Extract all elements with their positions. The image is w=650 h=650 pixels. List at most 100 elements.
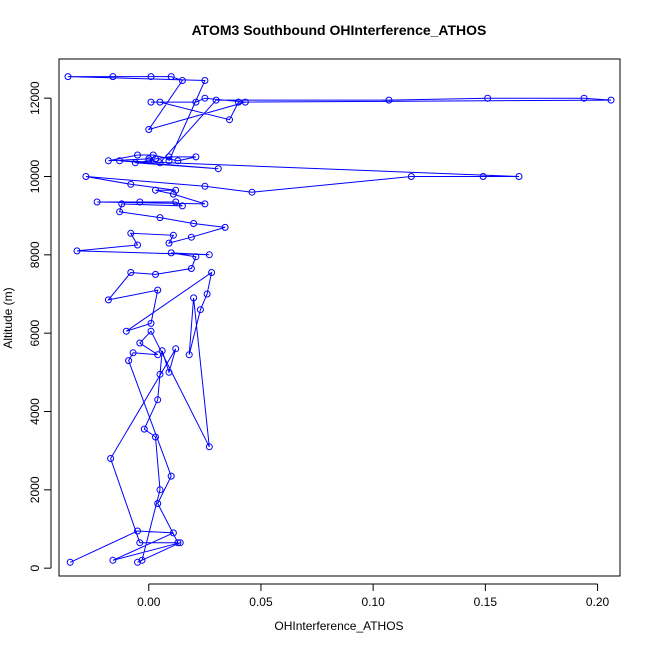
data-point: [152, 433, 159, 441]
data-point: [165, 368, 173, 376]
data-point: [134, 241, 141, 249]
data-point: [154, 351, 162, 359]
data-point: [154, 286, 162, 294]
data-point: [165, 239, 173, 247]
data-point: [152, 270, 159, 278]
data-point: [201, 77, 209, 84]
data-point: [134, 558, 141, 566]
data-point: [178, 202, 186, 210]
data-point: [187, 265, 195, 272]
data-point: [129, 349, 137, 357]
data-point: [104, 157, 112, 165]
data-point: [82, 173, 90, 180]
data-point: [134, 527, 141, 535]
data-point: [169, 231, 177, 239]
data-point: [190, 294, 198, 302]
data-point: [172, 345, 180, 353]
data-point: [73, 247, 81, 255]
data-point: [136, 339, 144, 347]
data-point: [479, 173, 487, 180]
data-point: [174, 157, 182, 165]
data-point: [165, 157, 173, 165]
y-tick-label: 6000: [28, 319, 42, 346]
data-point: [149, 151, 157, 159]
data-point: [147, 73, 155, 81]
data-point: [203, 290, 211, 298]
data-point: [196, 306, 204, 314]
data-point: [407, 173, 415, 180]
data-point: [147, 98, 155, 106]
data-point: [64, 73, 72, 81]
plot-area: [58, 58, 621, 577]
data-point: [93, 198, 101, 206]
data-point: [208, 269, 216, 276]
y-axis-label: Altitude (m): [1, 287, 15, 348]
data-point: [147, 327, 155, 335]
data-point: [580, 94, 588, 102]
x-tick-label: 0.10: [361, 595, 385, 609]
data-point: [127, 269, 135, 276]
data-point: [156, 98, 164, 106]
data-point: [167, 472, 175, 480]
data-point: [192, 153, 200, 161]
data-point: [154, 500, 162, 507]
data-point: [145, 155, 153, 163]
data-point: [122, 327, 130, 335]
data-point: [212, 96, 220, 104]
data-point: [385, 96, 393, 104]
data-point: [214, 165, 222, 173]
data-point: [167, 249, 175, 257]
y-tick-label: 4000: [28, 398, 42, 425]
data-point: [138, 556, 146, 564]
data-point: [107, 455, 115, 462]
data-point: [145, 157, 153, 165]
data-point: [235, 98, 242, 106]
data-point: [192, 253, 200, 261]
data-point: [185, 351, 193, 359]
data-point: [201, 200, 209, 208]
y-tick-label: 10000: [28, 159, 42, 193]
data-point: [484, 94, 492, 102]
data-point: [226, 116, 233, 124]
data-point: [145, 126, 153, 133]
data-point: [172, 186, 180, 194]
data-point: [221, 223, 229, 231]
data-point: [118, 200, 126, 208]
data-point: [152, 186, 159, 194]
data-point: [131, 159, 139, 167]
data-point: [248, 188, 256, 196]
data-point: [174, 539, 182, 547]
data-point: [147, 319, 155, 327]
data-point: [156, 159, 164, 167]
y-tick-label: 12000: [28, 81, 42, 115]
data-point: [190, 220, 198, 227]
data-point: [154, 396, 162, 404]
x-axis: 0.00 0.05 0.10 0.15 0.20: [137, 583, 610, 609]
x-axis-label: OHInterference_ATHOS: [274, 619, 403, 633]
y-axis: 0 2000 4000 6000 8000 10000 12000: [28, 81, 52, 572]
data-point: [607, 96, 615, 104]
chart-title: ATOM3 Southbound OHInterference_ATHOS: [192, 22, 487, 38]
x-tick-label: 0.05: [249, 595, 273, 609]
data-point: [172, 198, 180, 206]
data-point: [201, 94, 209, 102]
data-point: [152, 155, 159, 163]
data-point: [201, 182, 209, 190]
data-point: [192, 98, 200, 106]
data-point: [169, 529, 177, 537]
x-tick-label: 0.20: [586, 595, 610, 609]
data-point: [176, 539, 184, 547]
data-point: [158, 347, 166, 355]
data-point: [104, 296, 112, 304]
data-point: [109, 73, 117, 81]
data-point: [241, 98, 249, 106]
data-point: [165, 153, 173, 161]
data-point: [136, 539, 144, 547]
data-point: [127, 229, 135, 237]
data-point: [116, 157, 124, 165]
data-point: [169, 190, 177, 198]
data-point: [156, 486, 164, 494]
series-line: [67, 76, 612, 563]
data-point: [156, 214, 164, 222]
